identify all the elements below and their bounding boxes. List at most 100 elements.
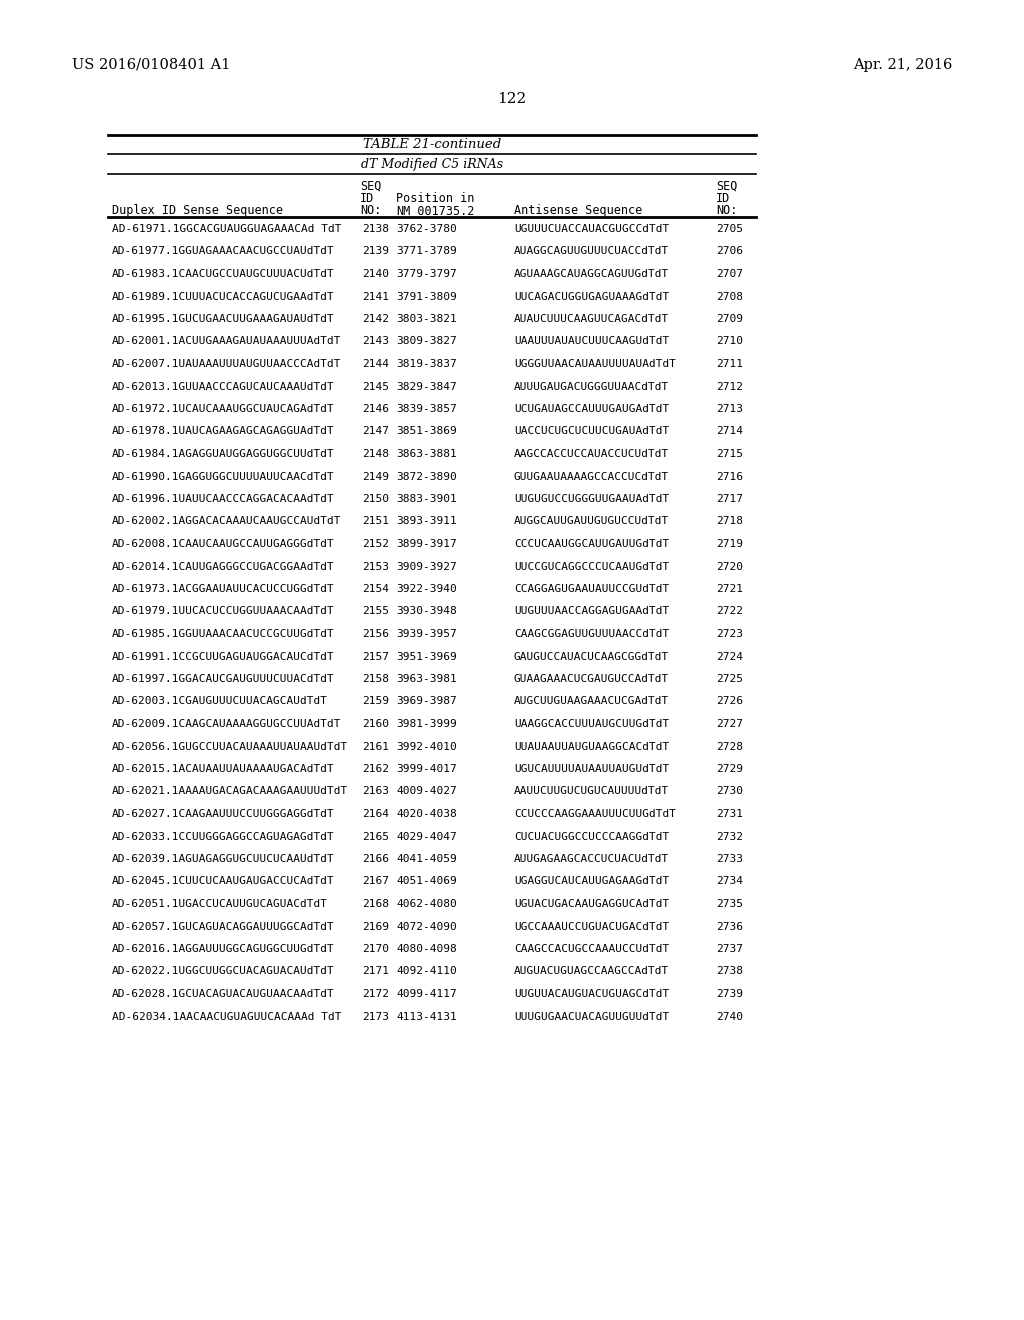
Text: 3872-3890: 3872-3890	[396, 471, 457, 482]
Text: 2171: 2171	[362, 966, 389, 977]
Text: dT Modified C5 iRNAs: dT Modified C5 iRNAs	[361, 158, 503, 172]
Text: 3930-3948: 3930-3948	[396, 606, 457, 616]
Text: AD-62022.1UGGCUUGGCUACAGUACAUdTdT: AD-62022.1UGGCUUGGCUACAGUACAUdTdT	[112, 966, 335, 977]
Text: 2721: 2721	[716, 583, 743, 594]
Text: Position in: Position in	[396, 191, 474, 205]
Text: 3999-4017: 3999-4017	[396, 764, 457, 774]
Text: 2147: 2147	[362, 426, 389, 437]
Text: CCAGGAGUGAAUAUUCCGUdTdT: CCAGGAGUGAAUAUUCCGUdTdT	[514, 583, 670, 594]
Text: AD-61997.1GGACAUCGAUGUUUCUUACdTdT: AD-61997.1GGACAUCGAUGUUUCUUACdTdT	[112, 675, 335, 684]
Text: 4092-4110: 4092-4110	[396, 966, 457, 977]
Text: US 2016/0108401 A1: US 2016/0108401 A1	[72, 58, 230, 73]
Text: AD-61990.1GAGGUGGCUUUUAUUCAACdTdT: AD-61990.1GAGGUGGCUUUUAUUCAACdTdT	[112, 471, 335, 482]
Text: CCCUCAAUGGCAUUGAUUGdTdT: CCCUCAAUGGCAUUGAUUGdTdT	[514, 539, 670, 549]
Text: CCUCCCAAGGAAAUUUCUUGdTdT: CCUCCCAAGGAAAUUUCUUGdTdT	[514, 809, 676, 818]
Text: AD-61985.1GGUUAAACAACUCCGCUUGdTdT: AD-61985.1GGUUAAACAACUCCGCUUGdTdT	[112, 630, 335, 639]
Text: 4113-4131: 4113-4131	[396, 1011, 457, 1022]
Text: AAGCCACCUCCAUACCUCUdTdT: AAGCCACCUCCAUACCUCUdTdT	[514, 449, 670, 459]
Text: AD-62021.1AAAAUGACAGACAAAGAAUUUdTdT: AD-62021.1AAAAUGACAGACAAAGAAUUUdTdT	[112, 787, 348, 796]
Text: 2169: 2169	[362, 921, 389, 932]
Text: AD-62008.1CAAUCAAUGCCAUUGAGGGdTdT: AD-62008.1CAAUCAAUGCCAUUGAGGGdTdT	[112, 539, 335, 549]
Text: 2722: 2722	[716, 606, 743, 616]
Text: AD-62034.1AACAACUGUAGUUCACAAAd TdT: AD-62034.1AACAACUGUAGUUCACAAAd TdT	[112, 1011, 341, 1022]
Text: 2710: 2710	[716, 337, 743, 346]
Text: AD-62056.1GUGCCUUACAUAAAUUAUAAUdTdT: AD-62056.1GUGCCUUACAUAAAUUAUAAUdTdT	[112, 742, 348, 751]
Text: UUCAGACUGGUGAGUAAAGdTdT: UUCAGACUGGUGAGUAAAGdTdT	[514, 292, 670, 301]
Text: TABLE 21-continued: TABLE 21-continued	[362, 139, 501, 150]
Text: 3981-3999: 3981-3999	[396, 719, 457, 729]
Text: 2149: 2149	[362, 471, 389, 482]
Text: 2709: 2709	[716, 314, 743, 323]
Text: 3803-3821: 3803-3821	[396, 314, 457, 323]
Text: 2144: 2144	[362, 359, 389, 370]
Text: 2717: 2717	[716, 494, 743, 504]
Text: 3939-3957: 3939-3957	[396, 630, 457, 639]
Text: 2156: 2156	[362, 630, 389, 639]
Text: 3909-3927: 3909-3927	[396, 561, 457, 572]
Text: 2740: 2740	[716, 1011, 743, 1022]
Text: 2173: 2173	[362, 1011, 389, 1022]
Text: AUUUGAUGACUGGGUUAACdTdT: AUUUGAUGACUGGGUUAACdTdT	[514, 381, 670, 392]
Text: 2725: 2725	[716, 675, 743, 684]
Text: 2141: 2141	[362, 292, 389, 301]
Text: SEQ: SEQ	[360, 180, 381, 193]
Text: GUUGAAUAAAAGCCACCUCdTdT: GUUGAAUAAAAGCCACCUCdTdT	[514, 471, 670, 482]
Text: UGGGUUAACAUAAUUUUAUAdTdT: UGGGUUAACAUAAUUUUAUAdTdT	[514, 359, 676, 370]
Text: Apr. 21, 2016: Apr. 21, 2016	[853, 58, 952, 73]
Text: 2150: 2150	[362, 494, 389, 504]
Text: SEQ: SEQ	[716, 180, 737, 193]
Text: 3851-3869: 3851-3869	[396, 426, 457, 437]
Text: 2726: 2726	[716, 697, 743, 706]
Text: AD-61995.1GUCUGAACUUGAAAGAUAUdTdT: AD-61995.1GUCUGAACUUGAAAGAUAUdTdT	[112, 314, 335, 323]
Text: 2157: 2157	[362, 652, 389, 661]
Text: 2735: 2735	[716, 899, 743, 909]
Text: 2140: 2140	[362, 269, 389, 279]
Text: 3762-3780: 3762-3780	[396, 224, 457, 234]
Text: 3899-3917: 3899-3917	[396, 539, 457, 549]
Text: 2161: 2161	[362, 742, 389, 751]
Text: 2155: 2155	[362, 606, 389, 616]
Text: 2714: 2714	[716, 426, 743, 437]
Text: UUUGUGAACUACAGUUGUUdTdT: UUUGUGAACUACAGUUGUUdTdT	[514, 1011, 670, 1022]
Text: AD-62009.1CAAGCAUAAAAGGUGCCUUAdTdT: AD-62009.1CAAGCAUAAAAGGUGCCUUAdTdT	[112, 719, 341, 729]
Text: 2713: 2713	[716, 404, 743, 414]
Text: 4051-4069: 4051-4069	[396, 876, 457, 887]
Text: AD-62015.1ACAUAAUUAUAAAAUGACAdTdT: AD-62015.1ACAUAAUUAUAAAAUGACAdTdT	[112, 764, 335, 774]
Text: AD-62014.1CAUUGAGGGCCUGACGGAAdTdT: AD-62014.1CAUUGAGGGCCUGACGGAAdTdT	[112, 561, 335, 572]
Text: 3779-3797: 3779-3797	[396, 269, 457, 279]
Text: UAAUUUAUAUCUUUCAAGUdTdT: UAAUUUAUAUCUUUCAAGUdTdT	[514, 337, 670, 346]
Text: 3969-3987: 3969-3987	[396, 697, 457, 706]
Text: UUGUUACAUGUACUGUAGCdTdT: UUGUUACAUGUACUGUAGCdTdT	[514, 989, 670, 999]
Text: 3771-3789: 3771-3789	[396, 247, 457, 256]
Text: 3829-3847: 3829-3847	[396, 381, 457, 392]
Text: 4099-4117: 4099-4117	[396, 989, 457, 999]
Text: 2142: 2142	[362, 314, 389, 323]
Text: 2167: 2167	[362, 876, 389, 887]
Text: AD-62057.1GUCAGUACAGGAUUUGGCAdTdT: AD-62057.1GUCAGUACAGGAUUUGGCAdTdT	[112, 921, 335, 932]
Text: AD-61971.1GGCACGUAUGGUAGAAACAd TdT: AD-61971.1GGCACGUAUGGUAGAAACAd TdT	[112, 224, 341, 234]
Text: 2720: 2720	[716, 561, 743, 572]
Text: NO:: NO:	[716, 205, 737, 216]
Text: 2168: 2168	[362, 899, 389, 909]
Text: AD-62039.1AGUAGAGGUGCUUCUCAAUdTdT: AD-62039.1AGUAGAGGUGCUUCUCAAUdTdT	[112, 854, 335, 865]
Text: AD-62007.1UAUAAAUUUAUGUUAACCCAdTdT: AD-62007.1UAUAAAUUUAUGUUAACCCAdTdT	[112, 359, 341, 370]
Text: UGCCAAAUCCUGUACUGACdTdT: UGCCAAAUCCUGUACUGACdTdT	[514, 921, 670, 932]
Text: 2166: 2166	[362, 854, 389, 865]
Text: AD-61983.1CAACUGCCUAUGCUUUACUdTdT: AD-61983.1CAACUGCCUAUGCUUUACUdTdT	[112, 269, 335, 279]
Text: AD-62003.1CGAUGUUUCUUACAGCAUdTdT: AD-62003.1CGAUGUUUCUUACAGCAUdTdT	[112, 697, 328, 706]
Text: 2158: 2158	[362, 675, 389, 684]
Text: UGUCAUUUUAUAAUUAUGUdTdT: UGUCAUUUUAUAAUUAUGUdTdT	[514, 764, 670, 774]
Text: 2718: 2718	[716, 516, 743, 527]
Text: 2146: 2146	[362, 404, 389, 414]
Text: AD-61977.1GGUAGAAACAACUGCCUAUdTdT: AD-61977.1GGUAGAAACAACUGCCUAUdTdT	[112, 247, 335, 256]
Text: 2159: 2159	[362, 697, 389, 706]
Text: 4072-4090: 4072-4090	[396, 921, 457, 932]
Text: 3819-3837: 3819-3837	[396, 359, 457, 370]
Text: 2153: 2153	[362, 561, 389, 572]
Text: 2733: 2733	[716, 854, 743, 865]
Text: 3883-3901: 3883-3901	[396, 494, 457, 504]
Text: 122: 122	[498, 92, 526, 106]
Text: 2165: 2165	[362, 832, 389, 842]
Text: 2732: 2732	[716, 832, 743, 842]
Text: NO:: NO:	[360, 205, 381, 216]
